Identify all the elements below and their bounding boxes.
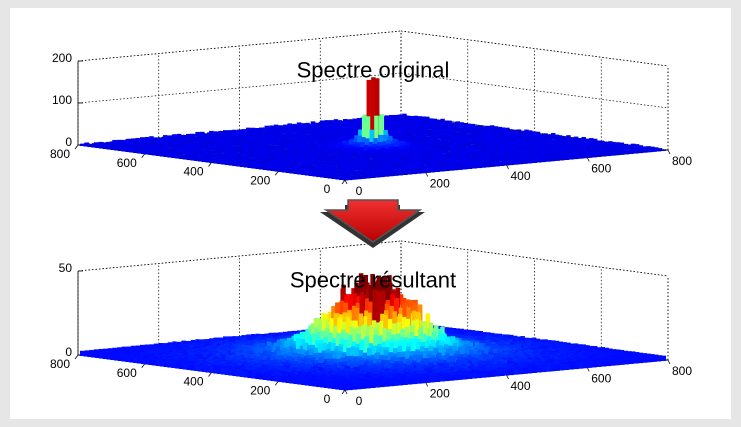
chart-title: Spectre original bbox=[297, 57, 450, 82]
x-tick-label: 800 bbox=[672, 364, 692, 378]
grid-line bbox=[400, 30, 669, 67]
y-tick bbox=[141, 153, 146, 158]
x-tick-label: 600 bbox=[591, 162, 611, 176]
grid-line bbox=[77, 30, 402, 62]
y-tick bbox=[208, 162, 212, 167]
x-tick bbox=[344, 389, 348, 395]
y-tick-label: 800 bbox=[50, 147, 70, 161]
x-tick bbox=[506, 374, 509, 380]
z-tick-label: 100 bbox=[52, 93, 72, 107]
y-tick-label: 200 bbox=[250, 173, 270, 187]
z-tick-label: 0 bbox=[65, 345, 72, 359]
x-tick-label: 200 bbox=[430, 177, 450, 191]
x-tick-label: 200 bbox=[430, 387, 450, 401]
grid-line bbox=[77, 240, 402, 272]
z-tick-label: 200 bbox=[52, 51, 72, 65]
x-tick-label: 800 bbox=[672, 154, 692, 168]
x-tick bbox=[667, 359, 671, 365]
z-tick-label: 0 bbox=[65, 135, 72, 149]
x-tick bbox=[344, 179, 348, 185]
y-tick bbox=[74, 144, 79, 150]
y-tick bbox=[341, 179, 346, 185]
z-tick-label: 50 bbox=[59, 261, 73, 275]
x-tick-label: 600 bbox=[591, 372, 611, 386]
y-tick-label: 400 bbox=[183, 165, 203, 179]
x-tick-label: 400 bbox=[510, 379, 530, 393]
grid-line bbox=[400, 240, 669, 277]
grid-line bbox=[400, 72, 669, 109]
y-tick-label: 0 bbox=[324, 182, 331, 196]
surface bbox=[79, 77, 667, 181]
y-tick bbox=[274, 171, 279, 176]
x-tick-label: 0 bbox=[356, 184, 363, 198]
x-tick-label: 0 bbox=[356, 394, 363, 408]
x-tick bbox=[506, 164, 509, 170]
x-tick bbox=[667, 149, 671, 155]
y-tick-label: 600 bbox=[117, 156, 137, 170]
x-tick-label: 400 bbox=[510, 169, 530, 183]
